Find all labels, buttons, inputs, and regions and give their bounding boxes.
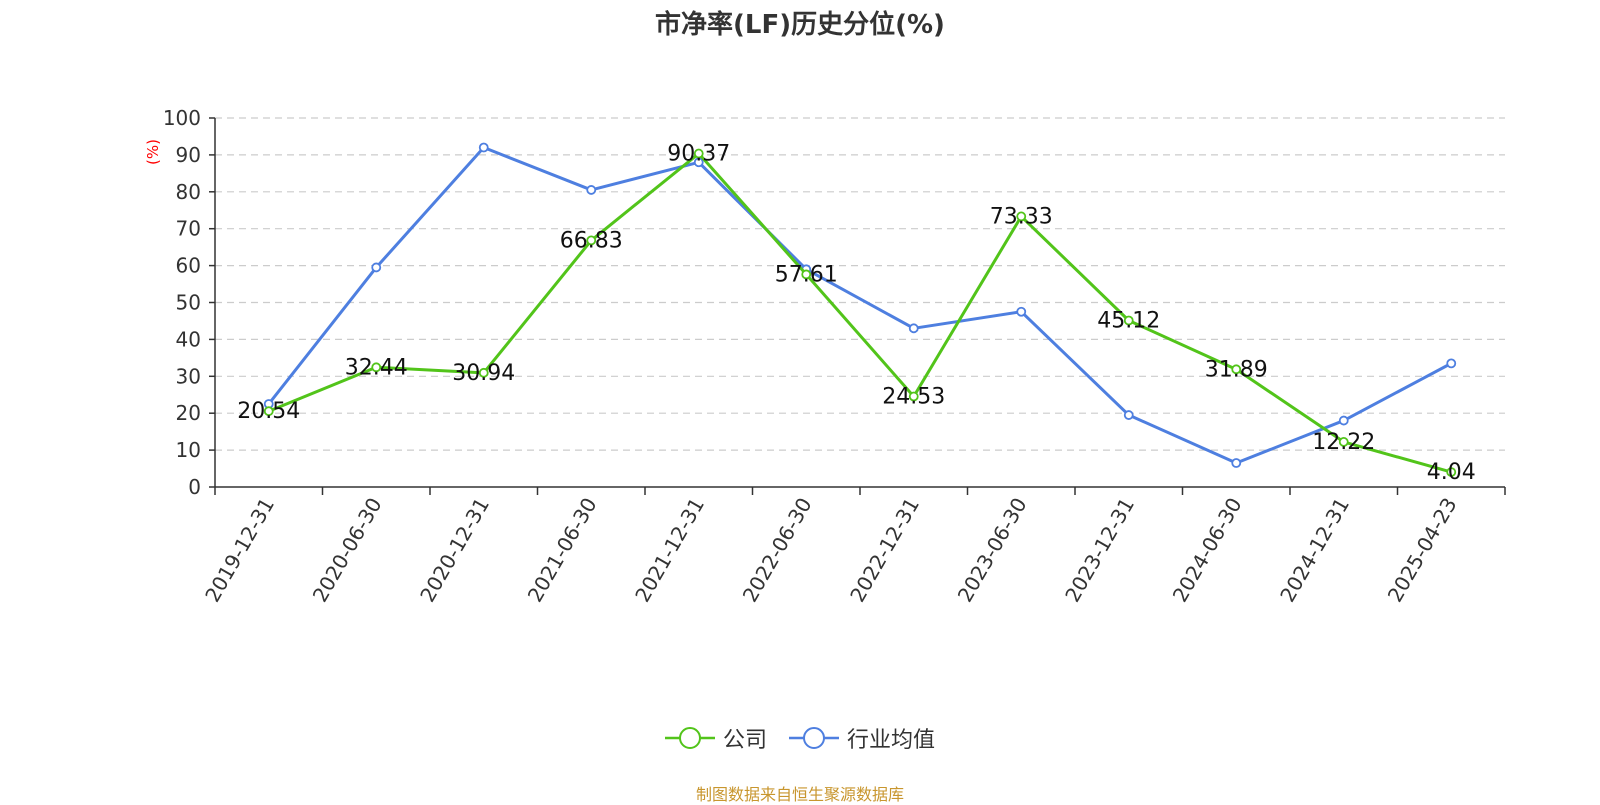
industry-avg-point bbox=[1123, 410, 1134, 420]
company-point bbox=[371, 362, 382, 373]
y-tick-label: 90 bbox=[176, 143, 201, 167]
x-tick-label: 2021-06-30 bbox=[523, 494, 602, 607]
y-tick-label: 50 bbox=[176, 291, 201, 315]
legend-industry-avg-icon bbox=[789, 727, 839, 749]
company-point bbox=[1016, 211, 1027, 222]
y-tick-label: 30 bbox=[176, 364, 201, 388]
x-tick-label: 2019-12-31 bbox=[200, 494, 279, 607]
company-point bbox=[908, 391, 919, 402]
x-tick-label: 2025-04-23 bbox=[1383, 494, 1462, 607]
company-data-label: 20.54 bbox=[237, 399, 300, 424]
industry-avg-point bbox=[1338, 415, 1349, 426]
industry-avg-line bbox=[267, 146, 1452, 465]
company-point bbox=[263, 406, 274, 417]
y-tick-label: 0 bbox=[188, 475, 201, 499]
company-point bbox=[586, 235, 597, 246]
industry-avg-point bbox=[478, 142, 489, 153]
legend-company-label: 公司 bbox=[722, 728, 767, 753]
y-tick-label: 80 bbox=[176, 180, 201, 204]
company-point bbox=[1123, 315, 1134, 326]
y-tick-label: 40 bbox=[176, 327, 201, 351]
x-tick-label: 2020-06-30 bbox=[308, 494, 387, 607]
company-data-label: 66.83 bbox=[560, 228, 623, 253]
industry-avg-point bbox=[1016, 306, 1027, 317]
company-data-label: 32.44 bbox=[345, 355, 408, 380]
chart-title: 市净率(LF)历史分位(%) bbox=[655, 10, 945, 40]
x-tick-label: 2024-06-30 bbox=[1168, 494, 1247, 607]
x-tick-label: 2023-06-30 bbox=[953, 494, 1032, 607]
company-data-label: 73.33 bbox=[990, 204, 1053, 229]
y-axis-label: (%) bbox=[144, 139, 162, 165]
industry-avg-point bbox=[1231, 458, 1242, 468]
x-tick-label: 2021-12-31 bbox=[630, 494, 709, 607]
company-data-label: 90.37 bbox=[667, 142, 730, 167]
y-tick-label: 70 bbox=[176, 217, 201, 241]
data-source-note: 制图数据来自恒生聚源数据库 bbox=[695, 785, 904, 804]
x-tick-label: 2020-12-31 bbox=[415, 494, 494, 607]
company-point bbox=[801, 269, 812, 280]
company-point bbox=[1231, 364, 1242, 375]
y-tick-label: 100 bbox=[163, 106, 201, 130]
company-data-label: 12.22 bbox=[1312, 430, 1375, 455]
y-tick-label: 20 bbox=[176, 401, 201, 425]
company-data-label: 57.61 bbox=[775, 262, 838, 287]
company-data-label: 24.53 bbox=[882, 384, 945, 409]
y-tick-label: 10 bbox=[176, 438, 201, 462]
industry-avg-point bbox=[586, 185, 597, 195]
x-tick-label: 2022-12-31 bbox=[845, 494, 924, 607]
company-line bbox=[268, 152, 1452, 474]
x-tick-label: 2022-06-30 bbox=[738, 494, 817, 607]
legend-item-industry-avg[interactable]: 行业均值 bbox=[789, 722, 935, 754]
x-tick-label: 2023-12-31 bbox=[1060, 494, 1139, 607]
company-point bbox=[1338, 437, 1349, 447]
legend-company-icon bbox=[664, 727, 715, 749]
industry-avg-point bbox=[1446, 358, 1457, 369]
industry-avg-point bbox=[371, 262, 382, 273]
company-point bbox=[478, 367, 489, 378]
legend: 公司 行业均值 bbox=[0, 722, 1600, 754]
industry-avg-point bbox=[908, 323, 919, 334]
company-data-label: 31.89 bbox=[1205, 357, 1268, 382]
y-tick-label: 60 bbox=[176, 254, 201, 278]
x-tick-label: 2024-12-31 bbox=[1275, 494, 1354, 607]
company-point bbox=[1446, 467, 1457, 477]
legend-item-company[interactable]: 公司 bbox=[664, 722, 767, 754]
company-point bbox=[693, 148, 704, 159]
company-data-label: 45.12 bbox=[1097, 309, 1160, 334]
company-data-label: 4.04 bbox=[1427, 460, 1476, 485]
company-data-label: 30.94 bbox=[452, 361, 515, 386]
legend-industry-avg-label: 行业均值 bbox=[847, 728, 936, 753]
